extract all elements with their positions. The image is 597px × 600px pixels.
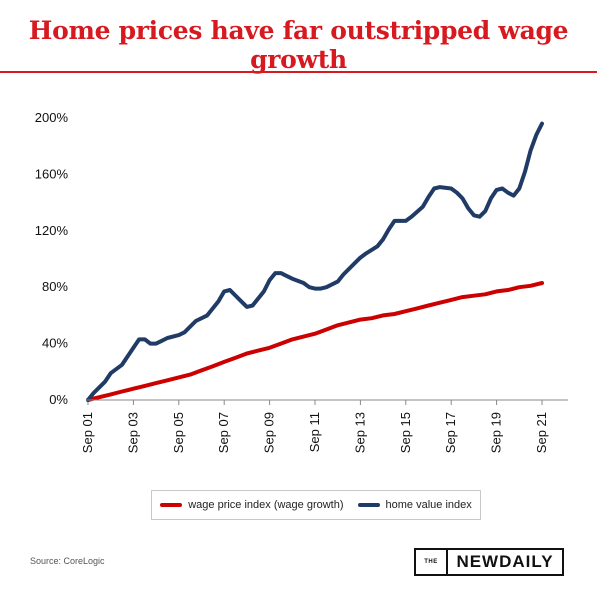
legend-item-home: home value index xyxy=(357,499,472,511)
x-tick-label: Sep 13 xyxy=(352,412,367,453)
x-tick-label: Sep 09 xyxy=(262,412,277,453)
source-note: Source: CoreLogic xyxy=(30,556,105,566)
x-tick-label: Sep 17 xyxy=(443,412,458,453)
logo-divider xyxy=(446,550,448,574)
legend-label-home: home value index xyxy=(385,499,472,511)
series-line-home-value-index xyxy=(86,121,544,402)
x-tick-label: Sep 11 xyxy=(307,412,322,452)
logo-the-text: THE xyxy=(424,559,438,565)
x-tick-label: Sep 15 xyxy=(398,412,413,453)
legend-item-wage: wage price index (wage growth) xyxy=(160,499,344,511)
y-tick-label: 40% xyxy=(42,336,68,351)
legend-swatch-wage xyxy=(160,503,183,507)
x-tick-label: Sep 03 xyxy=(125,412,140,453)
series-line-wage-price-index xyxy=(86,281,544,402)
y-tick-label: 160% xyxy=(35,166,69,181)
chart-title: Home prices have far outstripped wage gr… xyxy=(28,16,569,74)
chart-legend: wage price index (wage growth) home valu… xyxy=(151,490,481,520)
title-divider xyxy=(0,71,597,73)
chart-series xyxy=(86,121,544,402)
legend-label-wage: wage price index (wage growth) xyxy=(188,499,344,511)
x-axis-ticks: Sep 01 Sep 03 Sep 05 Sep 07 Sep 09 Sep 11 Sep … xyxy=(80,400,549,453)
y-tick-label: 0% xyxy=(49,392,68,407)
legend-swatch-home xyxy=(357,503,380,507)
y-tick-label: 120% xyxy=(35,223,69,238)
x-tick-label: Sep 01 xyxy=(80,412,95,453)
x-tick-label: Sep 07 xyxy=(216,412,231,453)
newdaily-logo: THE NEWDAILY xyxy=(414,548,564,576)
y-tick-label: 200% xyxy=(35,110,69,125)
logo-wordmark: NEWDAILY xyxy=(456,552,554,571)
x-tick-label: Sep 21 xyxy=(534,412,549,453)
y-axis-ticks: 0% 40% 80% 120% 160% 200% xyxy=(35,110,69,407)
x-tick-label: Sep 05 xyxy=(171,412,186,453)
x-tick-label: Sep 19 xyxy=(489,412,504,453)
y-tick-label: 80% xyxy=(42,279,68,294)
